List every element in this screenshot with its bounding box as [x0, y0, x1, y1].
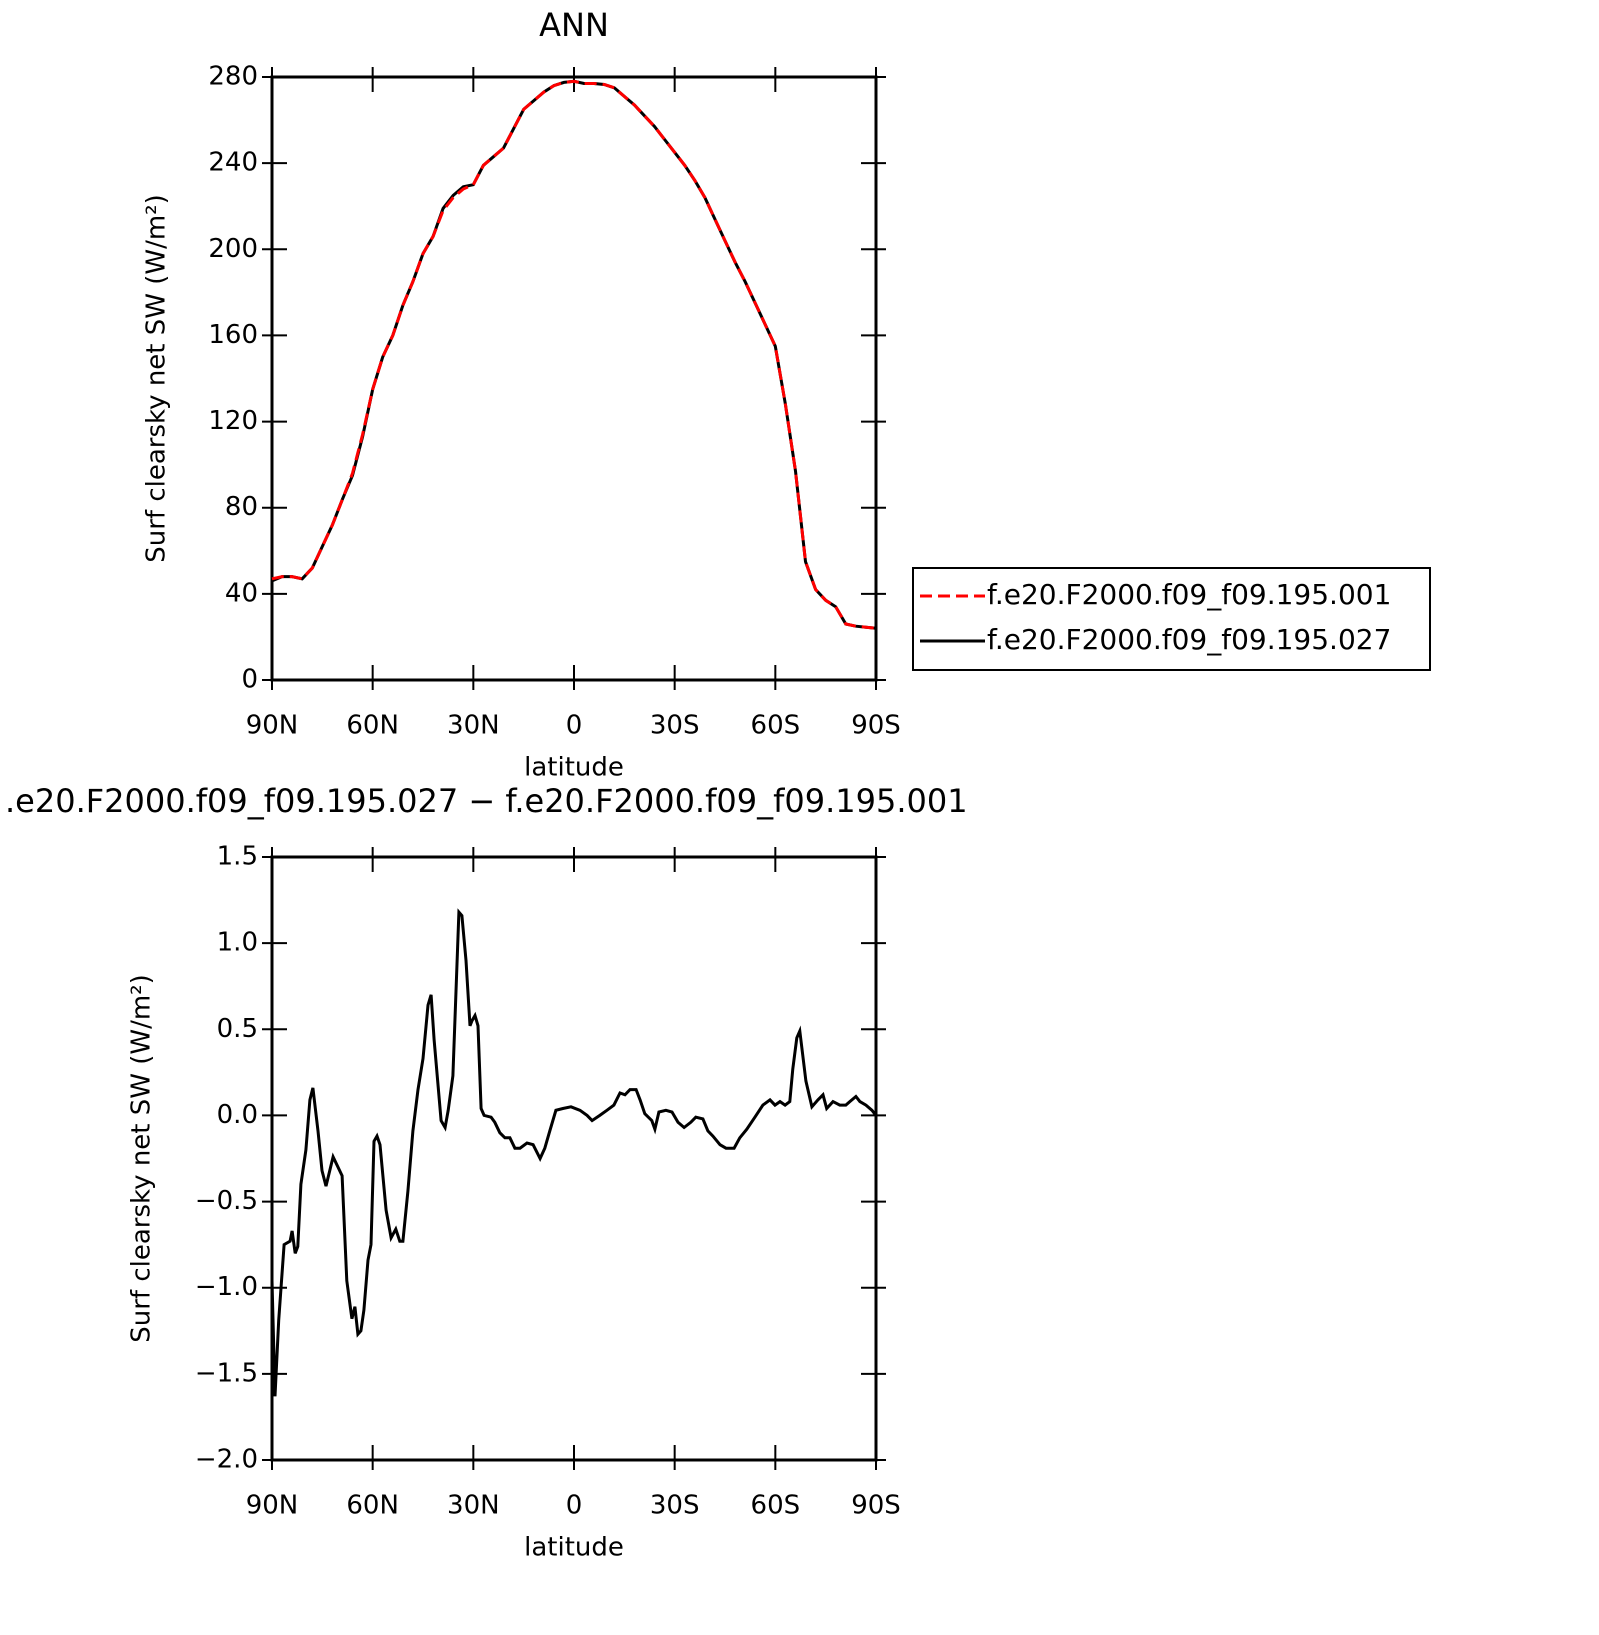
- y-tick-label: 160: [208, 320, 258, 350]
- y-axis-label: Surf clearsky net SW (W/m²): [142, 194, 172, 562]
- plot-frame: [270, 75, 878, 682]
- y-tick-label: 0.5: [217, 1014, 258, 1044]
- y-tick-label: 0: [241, 665, 258, 695]
- x-tick-label: 60N: [346, 1491, 399, 1521]
- y-tick-label: 80: [225, 492, 258, 522]
- x-axis-label: latitude: [524, 753, 624, 783]
- y-tick-label: 280: [208, 62, 258, 92]
- x-tick-label: 90N: [246, 1491, 299, 1521]
- x-tick-label: 90S: [851, 711, 901, 741]
- x-axis-label: latitude: [524, 1533, 624, 1563]
- y-tick-label: 1.0: [217, 928, 258, 958]
- x-tick-label: 30S: [650, 711, 700, 741]
- y-tick-label: 240: [208, 148, 258, 178]
- x-tick-label: 30S: [650, 1491, 700, 1521]
- y-tick-label: −0.5: [195, 1186, 258, 1216]
- x-tick-label: 90S: [851, 1491, 901, 1521]
- data-line: [271, 79, 877, 630]
- chart-title: .e20.F2000.f09_f09.195.027 − f.e20.F2000…: [5, 782, 968, 820]
- y-tick-label: 40: [225, 578, 258, 608]
- x-tick-label: 30N: [447, 1491, 500, 1521]
- chart-title: ANN: [539, 6, 609, 44]
- plot-frame: [270, 855, 878, 1462]
- x-tick-label: 0: [566, 711, 583, 741]
- data-line: [271, 79, 877, 630]
- y-tick-label: 120: [208, 406, 258, 436]
- legend-label: f.e20.F2000.f09_f09.195.027: [987, 623, 1391, 656]
- y-tick-label: 1.5: [217, 842, 258, 872]
- x-tick-label: 0: [566, 1491, 583, 1521]
- x-tick-label: 90N: [246, 711, 299, 741]
- x-tick-label: 30N: [447, 711, 500, 741]
- y-tick-label: −1.5: [195, 1358, 258, 1388]
- y-tick-label: −1.0: [195, 1272, 258, 1302]
- x-tick-label: 60S: [751, 711, 801, 741]
- y-tick-label: 0.0: [217, 1100, 258, 1130]
- y-tick-label: 200: [208, 234, 258, 264]
- x-tick-label: 60N: [346, 711, 399, 741]
- data-line: [270, 908, 878, 1397]
- legend-box: [912, 567, 1431, 671]
- y-tick-label: −2.0: [195, 1445, 258, 1475]
- legend-label: f.e20.F2000.f09_f09.195.001: [987, 578, 1391, 611]
- x-tick-label: 60S: [751, 1491, 801, 1521]
- y-axis-label: Surf clearsky net SW (W/m²): [127, 974, 157, 1342]
